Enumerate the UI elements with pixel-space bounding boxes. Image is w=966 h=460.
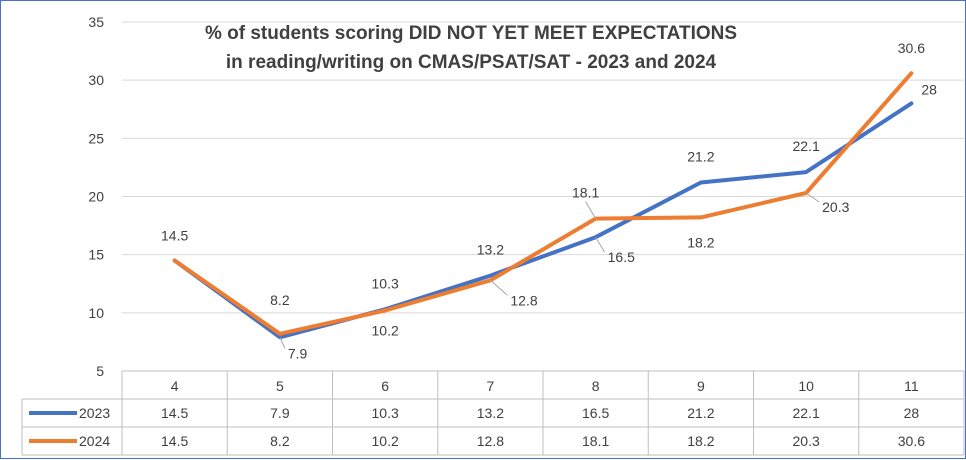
data-label-2023: 22.1 xyxy=(793,138,820,154)
table-cell: 28 xyxy=(904,405,920,421)
table-cell: 20.3 xyxy=(793,433,820,449)
chart-subtitle: in reading/writing on CMAS/PSAT/SAT - 20… xyxy=(226,52,717,73)
y-axis: 5 10 15 20 25 30 35 xyxy=(88,14,104,379)
table-cell: 16.5 xyxy=(582,405,609,421)
table-cell: 12.8 xyxy=(477,433,504,449)
series-line-2024 xyxy=(172,71,914,336)
y-tick-label: 5 xyxy=(96,363,104,379)
label-leader-line xyxy=(279,337,286,349)
data-label-2023: 21.2 xyxy=(687,149,714,165)
data-label-2024: 20.3 xyxy=(822,199,849,215)
x-tick-label: 9 xyxy=(697,378,705,394)
table-cell: 14.5 xyxy=(161,433,188,449)
table-cell: 18.2 xyxy=(687,433,714,449)
label-leader-lines xyxy=(279,192,820,349)
data-label-2023: 10.3 xyxy=(372,275,399,291)
table-cell: 22.1 xyxy=(793,405,820,421)
label-leader-line xyxy=(805,192,820,203)
table-cell: 8.2 xyxy=(270,433,290,449)
data-label-2024: 12.8 xyxy=(510,292,537,308)
x-tick-label: 8 xyxy=(592,378,600,394)
table-cell: 30.6 xyxy=(898,433,925,449)
data-label-2024: 8.2 xyxy=(270,292,290,308)
table-cell: 10.2 xyxy=(372,433,399,449)
data-label-2024: 30.6 xyxy=(898,40,925,56)
x-tick-label: 11 xyxy=(904,378,919,394)
y-tick-label: 35 xyxy=(88,14,104,30)
x-tick-label: 5 xyxy=(276,378,284,394)
label-leader-line xyxy=(595,236,606,253)
data-label-2023: 7.9 xyxy=(288,345,308,361)
x-tick-label: 7 xyxy=(486,378,494,394)
data-label-2024: 18.2 xyxy=(687,234,714,250)
gridlines xyxy=(122,21,964,314)
y-tick-label: 30 xyxy=(88,72,104,88)
data-label-2024: 14.5 xyxy=(161,227,188,243)
label-leader-line xyxy=(585,201,597,219)
y-tick-label: 20 xyxy=(88,189,104,205)
series-line-2023 xyxy=(172,101,914,340)
table-cell: 18.1 xyxy=(582,433,609,449)
chart-title: % of students scoring DID NOT YET MEET E… xyxy=(205,23,737,44)
series-lines xyxy=(172,71,914,340)
data-label-2023: 16.5 xyxy=(608,249,635,265)
x-tick-label: 6 xyxy=(381,378,389,394)
table-cell: 21.2 xyxy=(687,405,714,421)
legend-label-2024: 2024 xyxy=(79,433,110,449)
y-tick-label: 25 xyxy=(88,130,104,146)
x-tick-label: 4 xyxy=(171,378,179,394)
x-tick-label: 10 xyxy=(798,378,814,394)
data-table: 4 5 6 7 8 9 10 11 2023 14.5 7.9 10.3 13.2 16.5 21.2 22.… xyxy=(21,370,965,456)
data-label-2024: 10.2 xyxy=(372,323,399,339)
table-cell: 7.9 xyxy=(270,405,290,421)
data-label-2024: 18.1 xyxy=(572,185,599,201)
data-label-2023: 13.2 xyxy=(477,242,504,258)
y-tick-label: 15 xyxy=(88,247,104,263)
legend-label-2023: 2023 xyxy=(79,405,110,421)
data-labels: 7.9 10.3 13.2 16.5 21.2 22.1 28 14.5 8.2 10.2 12.8… xyxy=(161,40,937,361)
table-cell: 10.3 xyxy=(372,405,399,421)
table-cell: 14.5 xyxy=(161,405,188,421)
data-label-2023: 28 xyxy=(921,81,937,97)
y-tick-label: 10 xyxy=(88,305,104,321)
label-leader-line xyxy=(490,279,508,296)
table-cell: 13.2 xyxy=(477,405,504,421)
